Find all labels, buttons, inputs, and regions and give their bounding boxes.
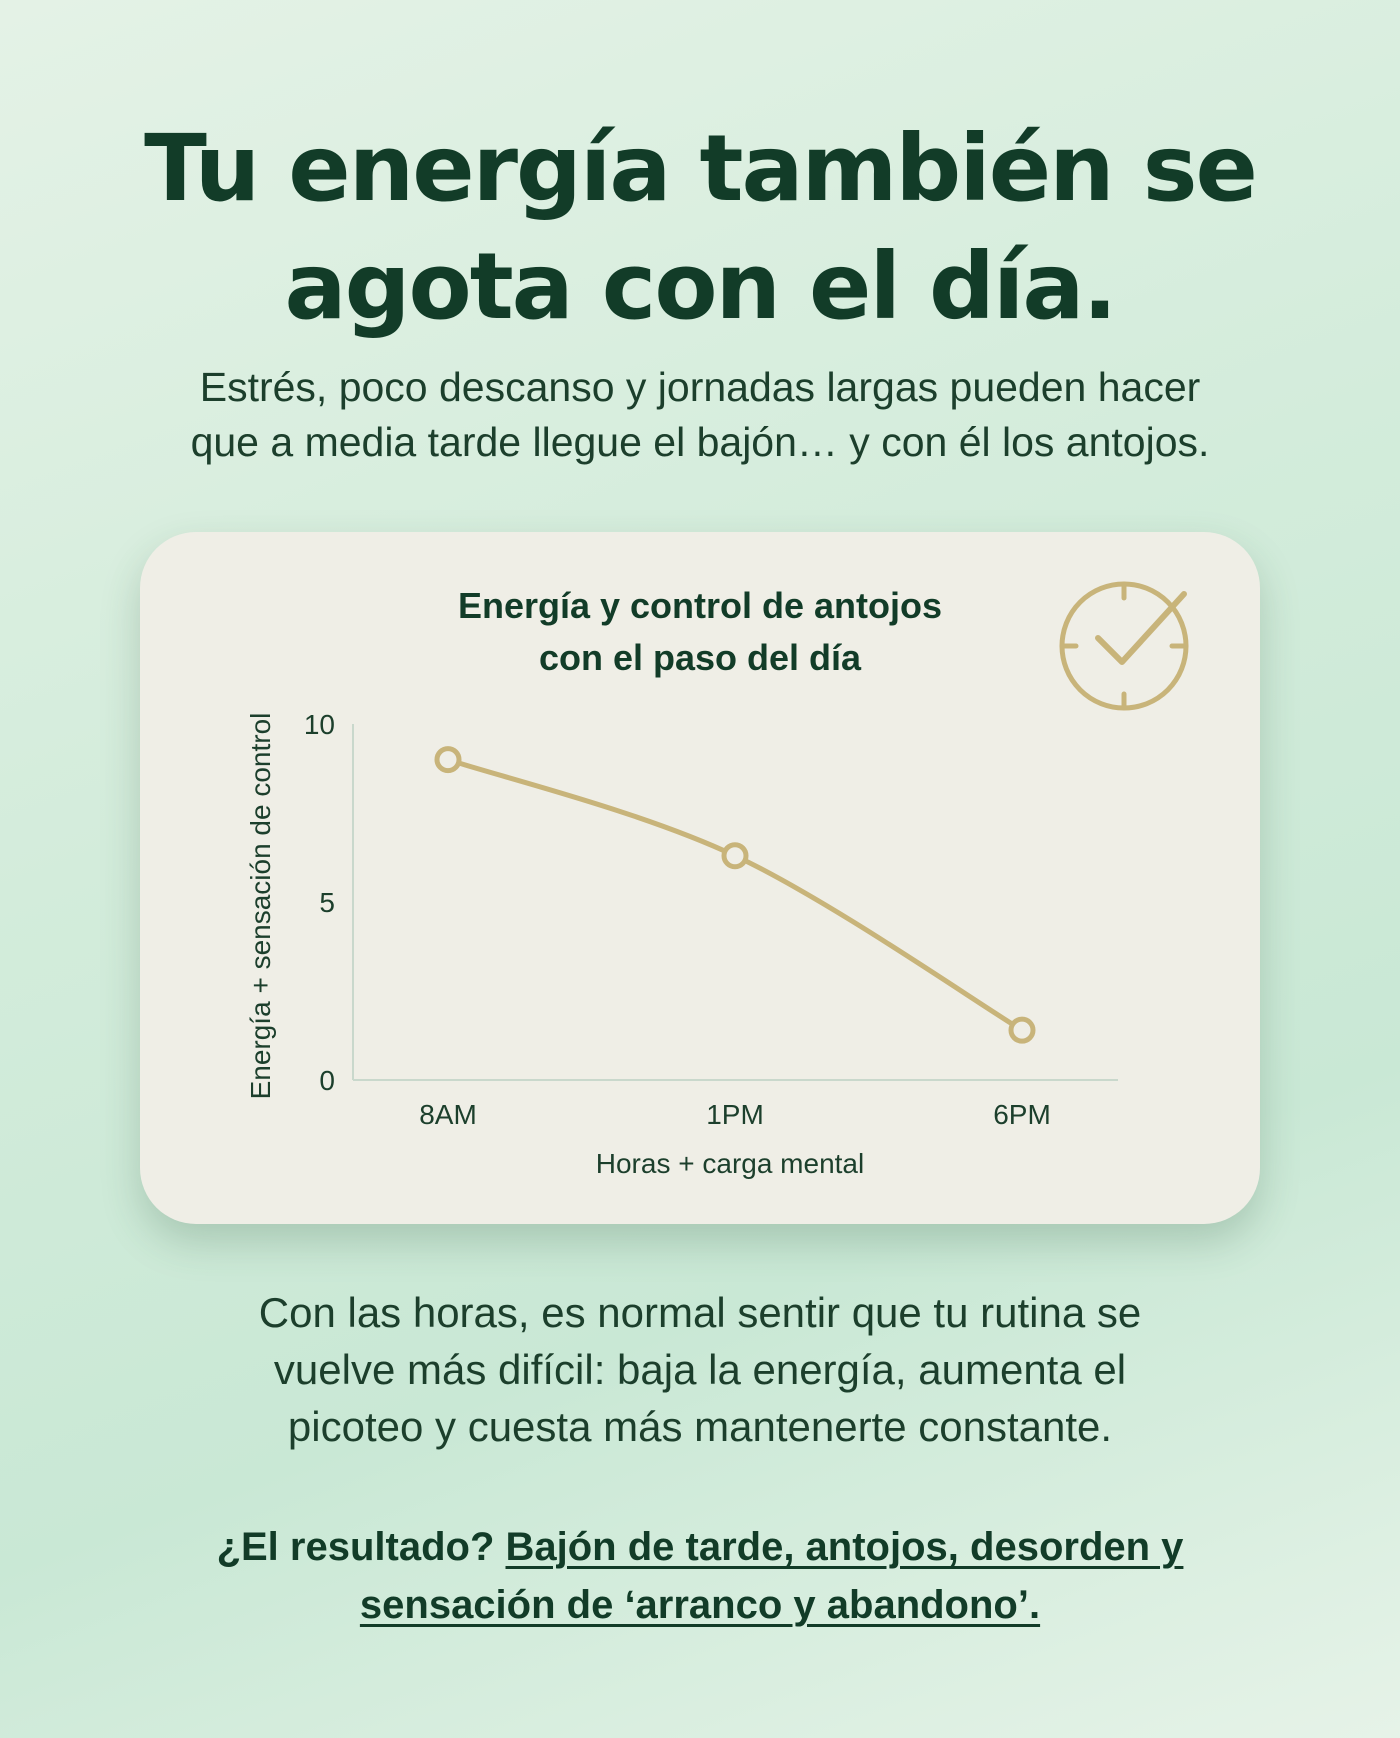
y-axis-label: Energía + sensación de control xyxy=(245,713,276,1100)
x-tick-label: 8AM xyxy=(419,1099,477,1130)
chart-title-line-1: Energía y control de antojos xyxy=(458,585,942,626)
y-tick-label: 10 xyxy=(304,709,335,740)
body-text: Con las horas, es normal sentir que tu r… xyxy=(140,1284,1260,1455)
headline-line-1: Tu energía también se xyxy=(144,115,1258,222)
conclusion-highlight-1: Bajón de tarde, antojos, desorden y xyxy=(505,1525,1184,1569)
body-line-1: Con las horas, es normal sentir que tu r… xyxy=(258,1289,1142,1336)
data-point xyxy=(1008,1016,1036,1044)
subtitle: Estrés, poco descanso y jornadas largas … xyxy=(100,360,1300,470)
x-tick-label: 1PM xyxy=(706,1099,764,1130)
data-point xyxy=(434,746,462,774)
y-tick-label: 0 xyxy=(319,1065,335,1096)
x-axis-label: Horas + carga mental xyxy=(596,1148,864,1179)
headline: Tu energía también se agota con el día. xyxy=(0,110,1400,346)
series-line xyxy=(445,757,1025,1033)
x-tick-label: 6PM xyxy=(993,1099,1051,1130)
conclusion-highlight-2: sensación de ‘arranco y abandono’. xyxy=(359,1583,1041,1627)
chart-card: Energía y control de antojos con el paso… xyxy=(140,532,1260,1224)
chart-title-line-2: con el paso del día xyxy=(539,637,862,678)
body-line-2: vuelve más difícil: baja la energía, aum… xyxy=(273,1346,1127,1393)
conclusion-lead: ¿El resultado? xyxy=(216,1525,506,1569)
headline-line-2: agota con el día. xyxy=(284,233,1118,340)
clock-check-icon xyxy=(1059,581,1189,711)
body-line-3: picoteo y cuesta más mantenerte constant… xyxy=(287,1403,1113,1450)
y-ticks: 0 5 10 xyxy=(304,709,335,1096)
y-tick-label: 5 xyxy=(319,887,335,918)
conclusion: ¿El resultado? Bajón de tarde, antojos, … xyxy=(120,1518,1280,1634)
data-point xyxy=(721,842,749,870)
energy-chart: Energía y control de antojos con el paso… xyxy=(245,581,1189,1179)
x-ticks: 8AM 1PM 6PM xyxy=(419,1099,1051,1130)
data-points xyxy=(434,746,1036,1044)
subtitle-line-1: Estrés, poco descanso y jornadas largas … xyxy=(199,364,1201,410)
subtitle-line-2: que a media tarde llegue el bajón… y con… xyxy=(190,419,1210,465)
